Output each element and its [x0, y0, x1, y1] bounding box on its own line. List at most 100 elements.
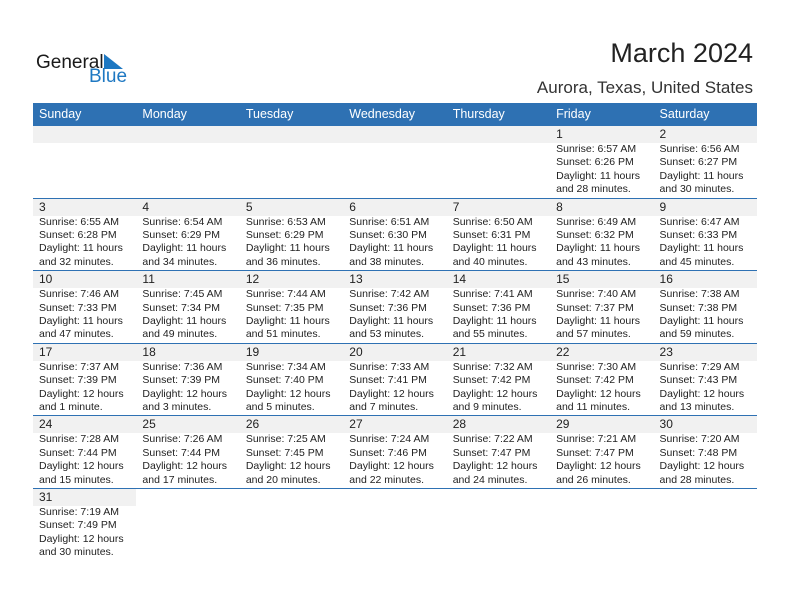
day-number: 19 — [245, 344, 260, 359]
daylight2-text: and 28 minutes. — [659, 473, 735, 486]
daylight1-text: Daylight: 12 hours — [39, 387, 124, 400]
day-number: 1 — [556, 127, 563, 141]
daylight1-text: Daylight: 12 hours — [39, 532, 124, 545]
day-cell: 1 Sunrise: 6:57 AM Sunset: 6:26 PM Daylight… — [550, 126, 653, 198]
sunrise-text: Sunrise: 7:36 AM — [142, 360, 223, 373]
date-strip — [33, 416, 757, 434]
sunset-text: Sunset: 7:43 PM — [659, 374, 738, 387]
daylight2-text: and 43 minutes. — [556, 255, 631, 268]
day-number: 22 — [556, 344, 570, 359]
daylight2-text: and 34 minutes. — [142, 255, 218, 268]
day-number: 23 — [659, 344, 673, 359]
day-cell: 17 Sunrise: 7:37 AM Sunset: 7:39 PM Dayligh… — [33, 344, 136, 416]
sunset-text: Sunset: 7:47 PM — [452, 446, 531, 459]
day-cell: 8 Sunrise: 6:49 AM Sunset: 6:32 PM Daylight… — [550, 199, 653, 271]
daylight2-text: and 26 minutes. — [556, 473, 631, 486]
week-row: 24 Sunrise: 7:28 AM Sunset: 7:44 PM Dayligh… — [33, 416, 757, 489]
sunrise-text: Sunrise: 7:38 AM — [659, 288, 740, 301]
sunset-text: Sunset: 7:44 PM — [142, 446, 221, 459]
daylight1-text: Daylight: 11 hours — [245, 242, 330, 255]
day-cell: 7 Sunrise: 6:50 AM Sunset: 6:31 PM Daylight… — [447, 199, 550, 271]
sunset-text: Sunset: 6:30 PM — [349, 229, 427, 241]
day-cell: 3 Sunrise: 6:55 AM Sunset: 6:28 PM Daylight… — [33, 199, 136, 271]
daylight2-text: and 38 minutes. — [349, 255, 424, 268]
calendar-grid: 1 Sunrise: 6:57 AM Sunset: 6:26 PM Daylight… — [33, 126, 757, 562]
weekday-sunday: Sunday — [39, 107, 82, 121]
daylight1-text: Daylight: 12 hours — [556, 460, 641, 473]
sunset-text: Sunset: 7:44 PM — [39, 446, 117, 459]
date-strip — [33, 126, 757, 143]
sunrise-text: Sunrise: 7:34 AM — [245, 360, 326, 373]
sunrise-text: Sunrise: 7:28 AM — [39, 433, 119, 446]
location: Aurora, Texas, United States — [536, 78, 753, 97]
empty-cell — [33, 126, 136, 198]
daylight2-text: and 5 minutes. — [245, 401, 315, 413]
sunrise-text: Sunrise: 6:47 AM — [659, 215, 740, 228]
day-cell: 15 Sunrise: 7:40 AM Sunset: 7:37 PM Dayligh… — [550, 271, 653, 343]
sunrise-text: Sunrise: 7:40 AM — [556, 288, 637, 301]
day-cell: 4 Sunrise: 6:54 AM Sunset: 6:29 PM Daylight… — [136, 199, 239, 271]
sunset-text: Sunset: 7:38 PM — [659, 301, 738, 314]
empty-cell — [240, 126, 343, 198]
day-number: 13 — [349, 272, 363, 287]
day-number: 17 — [39, 344, 53, 359]
sunset-text: Sunset: 7:49 PM — [39, 519, 117, 532]
daylight1-text: Daylight: 11 hours — [556, 169, 640, 182]
daylight2-text: and 7 minutes. — [349, 401, 419, 413]
sunrise-text: Sunrise: 6:57 AM — [556, 143, 637, 155]
day-number: 7 — [452, 199, 460, 214]
daylight2-text: and 55 minutes. — [452, 328, 528, 341]
daylight1-text: Daylight: 12 hours — [659, 387, 745, 400]
sunrise-text: Sunrise: 7:44 AM — [245, 288, 326, 301]
day-cell: 11 Sunrise: 7:45 AM Sunset: 7:34 PM Dayligh… — [136, 271, 239, 343]
daylight2-text: and 59 minutes. — [659, 328, 735, 341]
daylight2-text: and 20 minutes. — [245, 473, 321, 486]
sunset-text: Sunset: 7:45 PM — [245, 446, 324, 459]
daylight1-text: Daylight: 11 hours — [142, 242, 227, 255]
daylight2-text: and 36 minutes. — [245, 255, 321, 268]
daylight1-text: Daylight: 12 hours — [39, 460, 124, 473]
day-cell: 19 Sunrise: 7:34 AM Sunset: 7:40 PM Dayligh… — [240, 344, 343, 416]
day-number: 24 — [39, 417, 53, 432]
day-cell: 28 Sunrise: 7:22 AM Sunset: 7:47 PM Dayligh… — [447, 416, 550, 488]
daylight1-text: Daylight: 11 hours — [556, 315, 640, 327]
daylight1-text: Daylight: 11 hours — [659, 315, 744, 327]
sunrise-text: Sunrise: 7:29 AM — [659, 360, 740, 373]
sunset-text: Sunset: 6:33 PM — [659, 229, 738, 241]
daylight2-text: and 45 minutes. — [659, 255, 735, 268]
day-cell: 14 Sunrise: 7:41 AM Sunset: 7:36 PM Dayligh… — [447, 271, 550, 343]
daylight1-text: Daylight: 12 hours — [245, 460, 331, 473]
logo-text-blue: Blue — [89, 66, 128, 87]
day-number: 5 — [245, 199, 253, 214]
daylight2-text: and 47 minutes. — [39, 328, 114, 341]
weekday-friday: Friday — [556, 107, 591, 121]
day-cell: 12 Sunrise: 7:44 AM Sunset: 7:35 PM Dayligh… — [240, 271, 343, 343]
sunrise-text: Sunrise: 6:55 AM — [39, 215, 119, 228]
logo: General Blue — [36, 52, 131, 88]
daylight2-text: and 3 minutes. — [142, 401, 212, 413]
sunset-text: Sunset: 6:26 PM — [556, 156, 634, 169]
day-number: 25 — [142, 417, 156, 432]
day-cell: 6 Sunrise: 6:51 AM Sunset: 6:30 PM Daylight… — [343, 199, 446, 271]
daylight1-text: Daylight: 12 hours — [245, 387, 331, 400]
sunset-text: Sunset: 6:27 PM — [659, 156, 738, 169]
daylight1-text: Daylight: 12 hours — [142, 387, 228, 400]
day-cell: 22 Sunrise: 7:30 AM Sunset: 7:42 PM Dayligh… — [550, 344, 653, 416]
day-number: 15 — [556, 272, 570, 287]
day-number: 10 — [39, 272, 53, 287]
sunrise-text: Sunrise: 7:20 AM — [659, 433, 740, 446]
day-cell: 18 Sunrise: 7:36 AM Sunset: 7:39 PM Dayligh… — [136, 344, 239, 416]
empty-cell — [343, 126, 446, 198]
date-strip — [33, 271, 757, 289]
daylight1-text: Daylight: 12 hours — [349, 387, 434, 400]
weekday-thursday: Thursday — [452, 107, 505, 121]
sunrise-text: Sunrise: 7:25 AM — [245, 433, 326, 446]
sunset-text: Sunset: 7:39 PM — [39, 374, 117, 387]
weekday-tuesday: Tuesday — [245, 107, 294, 121]
logo-text-general: General — [36, 52, 104, 73]
sunrise-text: Sunrise: 6:53 AM — [245, 215, 326, 228]
sunrise-text: Sunrise: 7:21 AM — [556, 433, 637, 446]
day-cell: 5 Sunrise: 6:53 AM Sunset: 6:29 PM Daylight… — [240, 199, 343, 271]
daylight2-text: and 22 minutes. — [349, 473, 424, 486]
day-cell: 24 Sunrise: 7:28 AM Sunset: 7:44 PM Dayligh… — [33, 416, 136, 488]
